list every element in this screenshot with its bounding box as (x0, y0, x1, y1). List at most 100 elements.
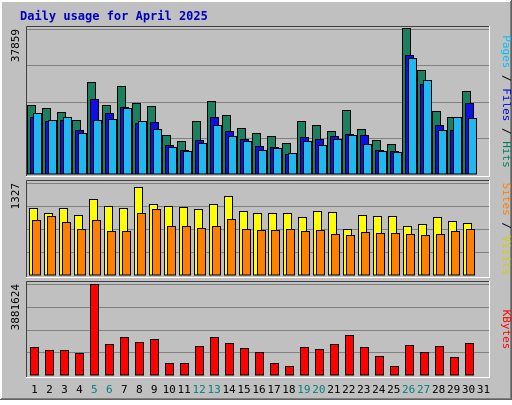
bar-kbytes-day-20 (315, 349, 324, 376)
bar-kbytes-day-28 (435, 346, 444, 376)
bar-sites-day-18 (286, 229, 295, 276)
bar-pages-day-26 (408, 58, 417, 175)
bar-sites-day-24 (376, 233, 385, 276)
bar-kbytes-day-17 (270, 363, 279, 376)
bar-pages-day-11 (183, 151, 192, 175)
bar-sites-day-2 (47, 216, 56, 276)
bar-kbytes-day-29 (450, 357, 459, 376)
axis-legend-part: Visits (500, 236, 512, 276)
x-tick-label: 14 (222, 383, 236, 396)
bar-sites-day-7 (122, 231, 131, 276)
bar-kbytes-day-19 (300, 347, 309, 376)
x-tick-label: 30 (462, 383, 475, 396)
bar-pages-day-21 (333, 139, 342, 175)
bar-sites-day-15 (242, 229, 251, 276)
bar-kbytes-day-1 (30, 347, 39, 376)
bar-sites-day-23 (361, 232, 370, 276)
bar-pages-day-7 (123, 108, 132, 175)
bar-kbytes-day-8 (135, 342, 144, 376)
bar-kbytes-day-16 (255, 352, 264, 376)
bar-sites-day-13 (212, 226, 221, 276)
x-tick-label: 25 (387, 383, 400, 396)
bar-kbytes-day-14 (225, 343, 234, 376)
bar-kbytes-day-30 (465, 343, 474, 376)
x-tick-label: 15 (237, 383, 250, 396)
x-tick-label: 11 (178, 383, 191, 396)
bar-sites-day-9 (152, 209, 161, 276)
bar-pages-day-24 (378, 151, 387, 175)
axis-legend-part: Files (500, 88, 512, 121)
bar-pages-day-12 (198, 143, 207, 175)
bar-kbytes-day-5 (90, 284, 99, 376)
x-tick-label: 2 (46, 383, 53, 396)
bar-pages-day-29 (453, 117, 462, 175)
bar-pages-day-5 (93, 120, 102, 175)
bar-sites-day-4 (77, 229, 86, 276)
x-tick-label: 27 (417, 383, 430, 396)
bar-kbytes-day-4 (75, 353, 84, 376)
axis-legend-part: / (500, 216, 512, 236)
x-tick-label: 3 (61, 383, 68, 396)
bar-sites-day-21 (331, 234, 340, 276)
bar-sites-day-29 (451, 231, 460, 276)
bar-sites-day-6 (107, 231, 116, 276)
y-max-label: 37859 (9, 29, 22, 62)
bar-pages-day-19 (303, 141, 312, 175)
bar-sites-day-1 (32, 220, 41, 276)
bar-kbytes-day-21 (330, 344, 339, 376)
bar-pages-day-4 (78, 133, 87, 175)
bar-sites-day-5 (92, 220, 101, 276)
y-max-label: 3881624 (9, 284, 22, 331)
bar-pages-day-14 (228, 136, 237, 175)
x-tick-label: 5 (91, 383, 98, 396)
axis-legend-part: Sites (500, 183, 512, 216)
x-tick-label: 28 (432, 383, 445, 396)
y-max-label: 1327 (9, 183, 22, 210)
x-tick-label: 20 (312, 383, 325, 396)
bar-kbytes-day-10 (165, 363, 174, 376)
bar-sites-day-25 (391, 233, 400, 276)
bar-kbytes-day-3 (60, 350, 69, 376)
x-tick-label: 19 (297, 383, 310, 396)
axis-legend-part: Hits (500, 141, 512, 168)
bar-sites-day-3 (62, 222, 71, 276)
x-tick-label: 7 (121, 383, 128, 396)
x-tick-label: 29 (447, 383, 460, 396)
x-tick-label: 6 (106, 383, 113, 396)
bar-pages-day-20 (318, 145, 327, 175)
axis-legend: Sites / Visits (500, 183, 512, 276)
bar-pages-day-17 (273, 148, 282, 175)
bar-pages-day-15 (243, 141, 252, 175)
panel-visits-sites: 1327 Sites / Visits (9, 180, 512, 278)
bar-sites-day-8 (137, 213, 146, 276)
bar-kbytes-day-12 (195, 346, 204, 376)
bar-sites-day-19 (301, 231, 310, 276)
x-tick-label: 17 (267, 383, 280, 396)
bar-kbytes-day-15 (240, 348, 249, 376)
bar-kbytes-day-6 (105, 344, 114, 376)
bar-pages-day-3 (63, 117, 72, 175)
panel-hits-files-pages: 37859 Pages / Files / Hits (9, 26, 512, 177)
bar-pages-day-25 (393, 152, 402, 175)
panel-kbytes: 3881624 KBytes (9, 281, 512, 378)
bar-sites-day-12 (197, 228, 206, 276)
bar-pages-day-30 (468, 118, 477, 175)
x-tick-label: 22 (342, 383, 355, 396)
bar-kbytes-day-22 (345, 335, 354, 376)
bar-pages-day-16 (258, 150, 267, 175)
x-tick-label: 18 (282, 383, 295, 396)
x-tick-label: 21 (327, 383, 340, 396)
bar-kbytes-day-13 (210, 337, 219, 376)
axis-legend: Pages / Files / Hits (500, 35, 512, 168)
bar-kbytes-day-25 (390, 366, 399, 376)
x-tick-label: 8 (136, 383, 143, 396)
axis-legend-part: / (500, 68, 512, 88)
bar-pages-day-18 (288, 153, 297, 175)
bar-pages-day-8 (138, 121, 147, 175)
axis-legend-part: KBytes (500, 310, 512, 350)
x-tick-label: 4 (76, 383, 83, 396)
x-tick-label: 31 (477, 383, 490, 396)
bar-sites-day-22 (346, 235, 355, 276)
bar-pages-day-27 (423, 80, 432, 175)
